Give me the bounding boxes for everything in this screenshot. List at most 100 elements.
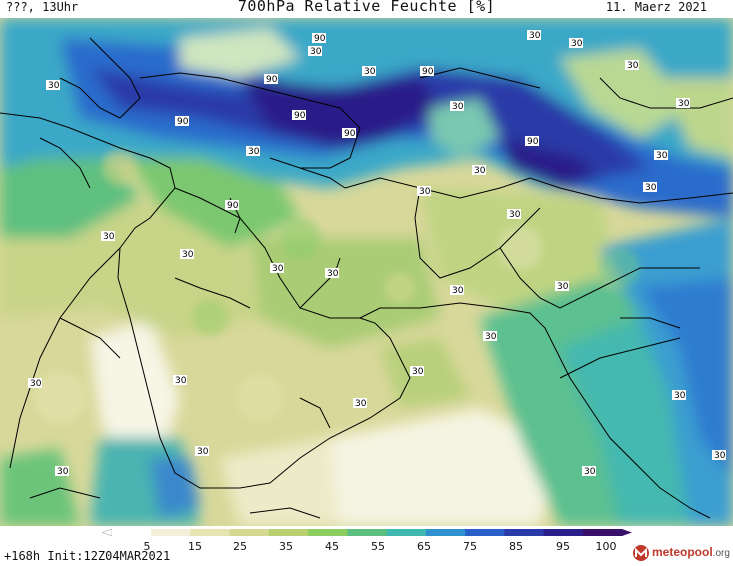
svg-text:90: 90: [314, 34, 326, 44]
svg-text:30: 30: [310, 47, 322, 57]
contour-label: 30: [472, 165, 486, 176]
colorbar-tick-label: 85: [509, 540, 523, 553]
colorbar-tick-label: 35: [279, 540, 293, 553]
contour-label: 30: [195, 446, 209, 457]
colorbar-tick-label: 25: [233, 540, 247, 553]
contour-label: 30: [173, 375, 187, 386]
svg-text:30: 30: [197, 447, 209, 457]
colorbar-segment: [582, 529, 623, 536]
svg-text:30: 30: [452, 286, 464, 296]
header-bar: ???, 13Uhr 700hPa Relative Feuchte [%] 1…: [0, 0, 733, 18]
svg-text:30: 30: [714, 451, 726, 461]
colorbar-segment: [268, 529, 309, 536]
valid-time-label: ???, 13Uhr: [6, 0, 79, 14]
svg-text:30: 30: [30, 379, 42, 389]
contour-label: 30: [483, 331, 497, 342]
contour-label: 30: [712, 450, 726, 461]
svg-text:30: 30: [364, 67, 376, 77]
svg-text:90: 90: [227, 201, 239, 211]
contour-label: 30: [555, 281, 569, 292]
colorbar-segment: [386, 529, 427, 536]
colorbar-segment: [347, 529, 388, 536]
contour-label: 30: [28, 378, 42, 389]
svg-text:30: 30: [327, 269, 339, 279]
contour-label: 30: [672, 390, 686, 401]
svg-text:30: 30: [509, 210, 521, 220]
colorbar-segment: [229, 529, 270, 536]
contour-label: 90: [225, 200, 239, 211]
colorbar-tick-label: 5: [143, 540, 151, 553]
colorbar-segment: [112, 529, 152, 536]
svg-text:30: 30: [529, 31, 541, 41]
colorbar-arrow-left: [101, 528, 113, 537]
svg-text:90: 90: [266, 75, 278, 85]
svg-text:30: 30: [627, 61, 639, 71]
country-borders: [0, 37, 733, 519]
init-time-label: +168h Init:12Z04MAR2021: [4, 549, 171, 563]
contour-label: 30: [417, 186, 431, 197]
colorbar-tick-label: 100: [595, 540, 617, 553]
contour-labels: 30 90 30 30 90 90 30 30 30 90 30 90 90 3…: [28, 30, 726, 477]
contour-label: 30: [46, 80, 60, 91]
contour-label: 30: [569, 38, 583, 49]
svg-text:30: 30: [674, 391, 686, 401]
svg-text:30: 30: [48, 81, 60, 91]
contour-label: 30: [643, 182, 657, 193]
contour-label: 30: [246, 146, 260, 157]
meteopool-logo[interactable]: meteopool.org: [632, 544, 732, 566]
svg-text:30: 30: [182, 250, 194, 260]
contour-label: 30: [270, 263, 284, 274]
colorbar-tick-label: 65: [417, 540, 431, 553]
svg-text:30: 30: [485, 332, 497, 342]
colorbar-arrow-right: [622, 529, 632, 536]
colorbar-tick-label: 55: [371, 540, 385, 553]
contour-label: 90: [420, 66, 434, 77]
colorbar-tick-label: 45: [325, 540, 339, 553]
contour-label: 30: [450, 101, 464, 112]
contour-label: 30: [308, 46, 322, 57]
svg-text:30: 30: [645, 183, 657, 193]
colorbar: [101, 528, 632, 537]
contour-label: 30: [353, 398, 367, 409]
contour-label: 30: [625, 60, 639, 71]
svg-text:30: 30: [678, 99, 690, 109]
contour-label: 30: [654, 150, 668, 161]
humidity-field: 30 90 30 30 90 90 30 30 30 90 30 90 90 3…: [0, 18, 733, 526]
colorbar-segment: [425, 529, 466, 536]
svg-text:90: 90: [422, 67, 434, 77]
contour-label: 30: [362, 66, 376, 77]
footer: 5 15 25 35 45 55 65 75 85 95 100 +168h Init:12Z04M…: [0, 526, 733, 566]
contour-label: 90: [312, 33, 326, 44]
contour-label: 30: [527, 30, 541, 41]
svg-text:30: 30: [103, 232, 115, 242]
colorbar-segment: [543, 529, 584, 536]
contour-label: 30: [410, 366, 424, 377]
contour-label: 90: [342, 128, 356, 139]
colorbar-segment: [465, 529, 505, 536]
humidity-map: 30 90 30 30 90 90 30 30 30 90 30 90 90 3…: [0, 18, 733, 526]
svg-text:90: 90: [527, 137, 539, 147]
contour-label: 30: [180, 249, 194, 260]
svg-text:30: 30: [412, 367, 424, 377]
svg-text:30: 30: [656, 151, 668, 161]
svg-text:90: 90: [294, 111, 306, 121]
svg-text:30: 30: [571, 39, 583, 49]
contour-label: 30: [55, 466, 69, 477]
logo-text: meteopool: [652, 545, 713, 559]
svg-text:30: 30: [57, 467, 69, 477]
logo-tld: .org: [712, 548, 730, 559]
contour-label: 90: [292, 110, 306, 121]
svg-text:30: 30: [355, 399, 367, 409]
colorbar-tick-label: 95: [556, 540, 570, 553]
svg-text:30: 30: [557, 282, 569, 292]
contour-label: 30: [676, 98, 690, 109]
svg-text:30: 30: [452, 102, 464, 112]
svg-text:90: 90: [344, 129, 356, 139]
contour-label: 30: [101, 231, 115, 242]
svg-text:30: 30: [272, 264, 284, 274]
contour-label: 30: [450, 285, 464, 296]
contour-label: 30: [582, 466, 596, 477]
contour-label: 90: [525, 136, 539, 147]
colorbar-segment: [190, 529, 231, 536]
logo-icon: [633, 545, 649, 561]
